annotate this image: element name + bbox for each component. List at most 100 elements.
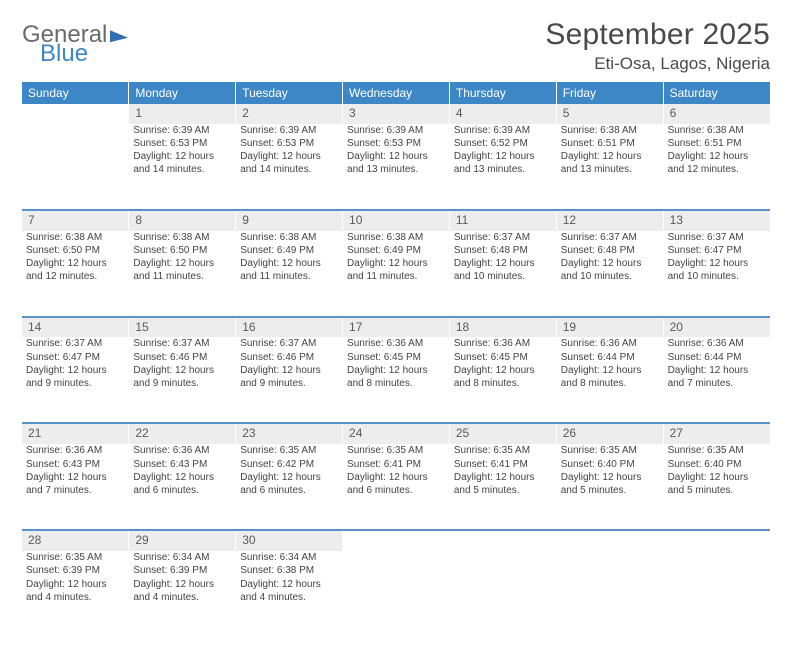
daylight-line-2: and 4 minutes. xyxy=(240,591,338,604)
sunset-line: Sunset: 6:47 PM xyxy=(668,244,766,257)
day-number-cell: 12 xyxy=(556,210,663,231)
day-number-row: 14151617181920 xyxy=(22,317,770,338)
calendar-header-row: SundayMondayTuesdayWednesdayThursdayFrid… xyxy=(22,82,770,104)
sunset-line: Sunset: 6:47 PM xyxy=(26,351,124,364)
daylight-line-1: Daylight: 12 hours xyxy=(347,364,445,377)
day-number-cell: 26 xyxy=(556,423,663,444)
sunrise-line: Sunrise: 6:35 AM xyxy=(561,444,659,457)
daylight-line-1: Daylight: 12 hours xyxy=(454,471,552,484)
daylight-line-2: and 6 minutes. xyxy=(347,484,445,497)
sunrise-line: Sunrise: 6:36 AM xyxy=(133,444,231,457)
day-details: Sunrise: 6:36 AMSunset: 6:43 PMDaylight:… xyxy=(26,444,124,497)
sunset-line: Sunset: 6:40 PM xyxy=(668,458,766,471)
weekday-header: Friday xyxy=(556,82,663,104)
sunrise-line: Sunrise: 6:39 AM xyxy=(133,124,231,137)
day-number-cell: 11 xyxy=(449,210,556,231)
day-details: Sunrise: 6:38 AMSunset: 6:49 PMDaylight:… xyxy=(240,231,338,284)
day-number-cell: 4 xyxy=(449,104,556,124)
daylight-line-2: and 4 minutes. xyxy=(133,591,231,604)
day-details: Sunrise: 6:38 AMSunset: 6:50 PMDaylight:… xyxy=(26,231,124,284)
calendar-day-cell: Sunrise: 6:36 AMSunset: 6:45 PMDaylight:… xyxy=(449,337,556,423)
daylight-line-1: Daylight: 12 hours xyxy=(561,150,659,163)
brand-triangle-icon xyxy=(110,28,128,43)
day-number-cell: 30 xyxy=(236,530,343,551)
sunset-line: Sunset: 6:38 PM xyxy=(240,564,338,577)
calendar-week-row: Sunrise: 6:39 AMSunset: 6:53 PMDaylight:… xyxy=(22,124,770,210)
location-subtitle: Eti-Osa, Lagos, Nigeria xyxy=(545,54,770,74)
day-number-cell: 21 xyxy=(22,423,129,444)
day-details: Sunrise: 6:36 AMSunset: 6:43 PMDaylight:… xyxy=(133,444,231,497)
calendar-day-cell: Sunrise: 6:35 AMSunset: 6:41 PMDaylight:… xyxy=(343,444,450,530)
calendar-day-cell: Sunrise: 6:36 AMSunset: 6:44 PMDaylight:… xyxy=(556,337,663,423)
sunset-line: Sunset: 6:48 PM xyxy=(561,244,659,257)
day-details: Sunrise: 6:38 AMSunset: 6:51 PMDaylight:… xyxy=(668,124,766,177)
calendar-day-cell: Sunrise: 6:38 AMSunset: 6:51 PMDaylight:… xyxy=(663,124,770,210)
weekday-header: Monday xyxy=(129,82,236,104)
day-details: Sunrise: 6:37 AMSunset: 6:48 PMDaylight:… xyxy=(454,231,552,284)
daylight-line-2: and 13 minutes. xyxy=(454,163,552,176)
day-number-cell: 1 xyxy=(129,104,236,124)
day-number-cell: 14 xyxy=(22,317,129,338)
sunrise-line: Sunrise: 6:38 AM xyxy=(561,124,659,137)
sunset-line: Sunset: 6:41 PM xyxy=(347,458,445,471)
sunrise-line: Sunrise: 6:35 AM xyxy=(347,444,445,457)
daylight-line-2: and 10 minutes. xyxy=(561,270,659,283)
sunrise-line: Sunrise: 6:35 AM xyxy=(240,444,338,457)
sunrise-line: Sunrise: 6:39 AM xyxy=(347,124,445,137)
brand-text: General Blue xyxy=(22,24,107,66)
daylight-line-2: and 11 minutes. xyxy=(347,270,445,283)
sunset-line: Sunset: 6:40 PM xyxy=(561,458,659,471)
day-number-cell: 19 xyxy=(556,317,663,338)
sunset-line: Sunset: 6:43 PM xyxy=(133,458,231,471)
daylight-line-1: Daylight: 12 hours xyxy=(668,150,766,163)
sunrise-line: Sunrise: 6:36 AM xyxy=(347,337,445,350)
day-number-cell xyxy=(556,530,663,551)
day-number-cell: 10 xyxy=(343,210,450,231)
daylight-line-2: and 5 minutes. xyxy=(454,484,552,497)
sunrise-line: Sunrise: 6:38 AM xyxy=(347,231,445,244)
day-number-cell: 18 xyxy=(449,317,556,338)
calendar-week-row: Sunrise: 6:37 AMSunset: 6:47 PM Daylight:… xyxy=(22,337,770,423)
weekday-header: Saturday xyxy=(663,82,770,104)
daylight-line-2: and 6 minutes. xyxy=(133,484,231,497)
day-details: Sunrise: 6:39 AMSunset: 6:53 PMDaylight:… xyxy=(133,124,231,177)
calendar-day-cell: Sunrise: 6:39 AMSunset: 6:53 PMDaylight:… xyxy=(343,124,450,210)
calendar-day-cell xyxy=(663,551,770,637)
daylight-line-1: Daylight: 12 hours xyxy=(133,150,231,163)
sunset-line: Sunset: 6:52 PM xyxy=(454,137,552,150)
calendar-day-cell: Sunrise: 6:35 AMSunset: 6:40 PMDaylight:… xyxy=(556,444,663,530)
calendar-day-cell xyxy=(556,551,663,637)
day-number-cell: 25 xyxy=(449,423,556,444)
day-number-cell: 13 xyxy=(663,210,770,231)
sunrise-line: Sunrise: 6:36 AM xyxy=(26,444,124,457)
sunrise-line: Sunrise: 6:37 AM xyxy=(454,231,552,244)
sunrise-line: Sunrise: 6:37 AM xyxy=(26,337,124,350)
daylight-line-2: and 14 minutes. xyxy=(133,163,231,176)
daylight-line-1: Daylight: 12 hours xyxy=(668,471,766,484)
daylight-line-2: and 10 minutes. xyxy=(454,270,552,283)
day-details: Sunrise: 6:34 AMSunset: 6:38 PMDaylight:… xyxy=(240,551,338,604)
sunrise-line: Sunrise: 6:34 AM xyxy=(240,551,338,564)
sunset-line: Sunset: 6:50 PM xyxy=(26,244,124,257)
day-details: Sunrise: 6:36 AMSunset: 6:44 PMDaylight:… xyxy=(561,337,659,390)
sunset-line: Sunset: 6:42 PM xyxy=(240,458,338,471)
day-number-cell: 6 xyxy=(663,104,770,124)
sunrise-line: Sunrise: 6:38 AM xyxy=(668,124,766,137)
sunset-line: Sunset: 6:45 PM xyxy=(347,351,445,364)
sunrise-line: Sunrise: 6:36 AM xyxy=(454,337,552,350)
daylight-line-2: and 6 minutes. xyxy=(240,484,338,497)
day-number-cell: 24 xyxy=(343,423,450,444)
daylight-line-2: and 13 minutes. xyxy=(347,163,445,176)
brand-logo: General Blue xyxy=(22,24,128,66)
day-details: Sunrise: 6:35 AMSunset: 6:41 PMDaylight:… xyxy=(347,444,445,497)
sunrise-line: Sunrise: 6:38 AM xyxy=(240,231,338,244)
sunrise-line: Sunrise: 6:34 AM xyxy=(133,551,231,564)
day-details: Sunrise: 6:37 AMSunset: 6:48 PMDaylight:… xyxy=(561,231,659,284)
day-number-cell: 3 xyxy=(343,104,450,124)
weekday-header: Sunday xyxy=(22,82,129,104)
month-title: September 2025 xyxy=(545,18,770,52)
day-number-cell: 9 xyxy=(236,210,343,231)
calendar-day-cell: Sunrise: 6:35 AMSunset: 6:39 PMDaylight:… xyxy=(22,551,129,637)
daylight-line-1: Daylight: 12 hours xyxy=(668,364,766,377)
day-details: Sunrise: 6:37 AMSunset: 6:47 PMDaylight:… xyxy=(668,231,766,284)
